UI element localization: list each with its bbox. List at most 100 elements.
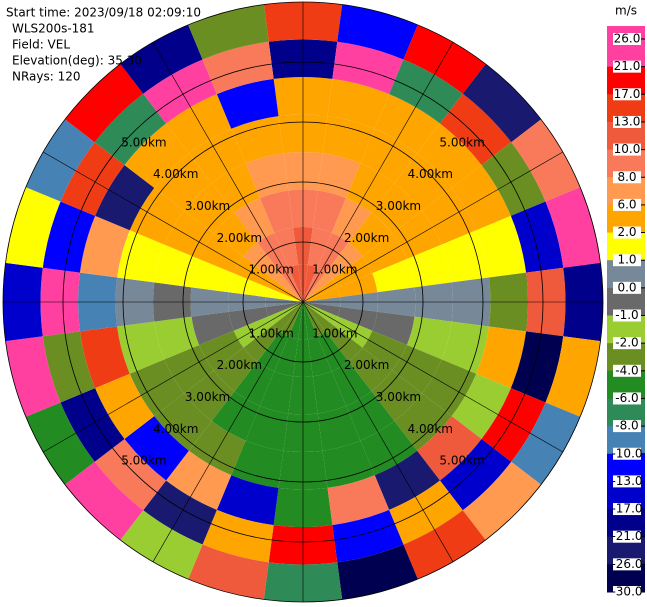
velocity-cell <box>372 258 415 293</box>
spoke <box>302 301 454 562</box>
velocity-cell <box>337 4 418 60</box>
spoke <box>302 151 563 303</box>
velocity-cell <box>476 215 527 278</box>
velocity-cell <box>441 321 489 374</box>
velocity-cell <box>332 41 404 95</box>
velocity-cell <box>307 227 332 268</box>
velocity-cell <box>5 336 61 417</box>
range-label: 2.00km <box>344 358 389 372</box>
velocity-cell <box>317 331 349 372</box>
tick-label-bg <box>613 337 641 350</box>
range-label: 1.00km <box>312 263 357 277</box>
velocity-cell <box>120 24 203 94</box>
colorbar-tick-label: -10.0 <box>611 446 642 460</box>
velocity-cell <box>545 187 601 268</box>
velocity-cell <box>371 182 423 234</box>
velocity-cell <box>403 24 486 94</box>
tick-label-bg <box>613 33 641 45</box>
velocity-cell <box>417 123 482 188</box>
velocity-cell <box>234 198 275 243</box>
velocity-cell <box>288 302 303 340</box>
velocity-cell <box>510 331 564 403</box>
velocity-cell <box>441 230 489 283</box>
velocity-cell <box>154 393 212 451</box>
velocity-cell <box>312 190 347 233</box>
velocity-cell <box>120 510 203 580</box>
velocity-cell <box>288 264 303 302</box>
range-label: 4.00km <box>153 422 198 436</box>
velocity-cell <box>216 475 279 526</box>
velocity-cell <box>462 461 542 541</box>
velocity-cell <box>259 190 294 233</box>
velocity-cell <box>211 163 260 213</box>
velocity-cell <box>273 272 303 302</box>
range-label: 1.00km <box>249 263 294 277</box>
range-label: 5.00km <box>121 454 166 468</box>
velocity-cell <box>188 128 246 183</box>
velocity-cell <box>417 416 482 481</box>
spoke <box>152 42 304 303</box>
velocity-cell <box>303 302 326 337</box>
velocity-cell <box>481 388 546 462</box>
velocity-cell <box>462 63 542 143</box>
colorbar: 26.0 21.0 17.0 13.0 10.0 8.0 6.0 2.0 1.0 0.0 -1.0 -… <box>607 4 645 599</box>
header-line: Start time: 2023/09/18 02:09:10 <box>6 6 201 20</box>
colorbar-tick-label: -4.0 <box>615 363 638 377</box>
velocity-cell <box>216 78 279 129</box>
range-label: 5.00km <box>439 135 484 149</box>
velocity-cell <box>392 345 442 394</box>
range-label: 4.00km <box>153 167 198 181</box>
velocity-cell <box>211 391 260 441</box>
tick-label-bg <box>613 171 641 184</box>
header-line: Elevation(deg): 35.30 <box>12 54 142 68</box>
velocity-cell <box>332 256 373 288</box>
velocity-cell <box>317 232 349 273</box>
velocity-cell <box>451 373 511 439</box>
velocity-cell <box>183 370 235 422</box>
velocity-cell <box>257 331 289 372</box>
range-label: 5.00km <box>439 454 484 468</box>
velocity-cell <box>510 201 564 273</box>
velocity-cell <box>317 405 361 451</box>
velocity-cell <box>511 402 581 485</box>
colorbar-tick-label: 8.0 <box>617 170 636 184</box>
velocity-cell <box>362 330 407 371</box>
velocity-cell <box>362 233 407 274</box>
range-label: 4.00km <box>408 422 453 436</box>
colorbar-tick-label: 21.0 <box>614 59 641 73</box>
velocity-cell <box>331 198 372 243</box>
velocity-cell <box>307 336 332 377</box>
range-label: 4.00km <box>408 167 453 181</box>
velocity-cell <box>42 331 96 403</box>
velocity-cell <box>312 371 347 414</box>
velocity-cell <box>188 4 269 60</box>
colorbar-tick-label: 10.0 <box>614 142 641 156</box>
velocity-cell <box>117 230 165 283</box>
velocity-cell <box>199 330 244 371</box>
velocity-cell <box>60 142 125 216</box>
tick-label-bg <box>613 447 641 460</box>
velocity-cell <box>79 215 130 278</box>
velocity-cell <box>280 267 303 302</box>
header-line: WLS200s-181 <box>12 22 95 36</box>
colorbar-tick-label: -2.0 <box>615 336 638 350</box>
velocity-cell <box>325 324 363 362</box>
velocity-cell <box>422 187 477 245</box>
velocity-cell <box>394 153 452 211</box>
range-label: 1.00km <box>249 326 294 340</box>
velocity-cell <box>348 347 393 392</box>
velocity-cell <box>202 41 274 95</box>
velocity-cell <box>124 123 189 188</box>
velocity-cell <box>64 63 144 143</box>
velocity-cell <box>213 212 258 257</box>
tick-label-bg <box>613 503 641 516</box>
velocity-cell <box>124 416 189 481</box>
velocity-cell <box>60 388 125 462</box>
velocity-cell <box>188 544 269 600</box>
colorbar-tick-label: 2.0 <box>617 225 636 239</box>
tick-label-bg <box>613 392 641 405</box>
velocity-cell <box>331 361 372 406</box>
range-label: 2.00km <box>217 231 262 245</box>
tick-label-bg <box>613 309 641 322</box>
